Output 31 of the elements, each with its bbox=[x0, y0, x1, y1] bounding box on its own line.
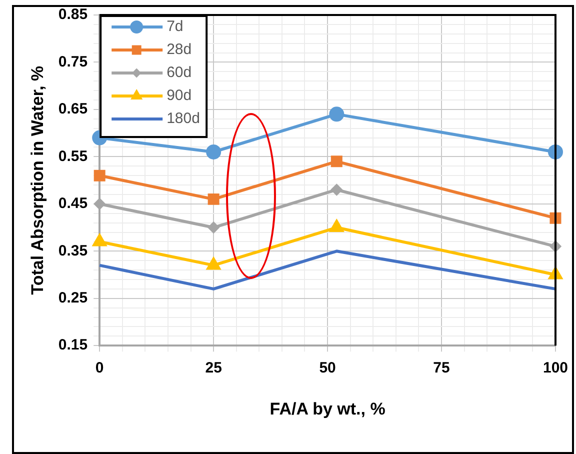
y-tick-label: 0.75 bbox=[58, 53, 88, 70]
point bbox=[206, 258, 220, 270]
y-tick-label: 0.35 bbox=[58, 242, 88, 260]
y-tick-label: 0.55 bbox=[58, 148, 88, 165]
y-tick-label: 0.25 bbox=[58, 290, 88, 307]
legend-label: 7d bbox=[166, 18, 184, 36]
x-tick-label: 0 bbox=[95, 360, 104, 377]
point bbox=[330, 220, 344, 232]
y-tick-label: 0.65 bbox=[58, 100, 88, 118]
legend-label: 180d bbox=[166, 110, 200, 128]
y-tick-label: 0.45 bbox=[58, 195, 88, 212]
point bbox=[208, 222, 220, 234]
point bbox=[94, 198, 106, 210]
x-tick-label: 75 bbox=[433, 360, 450, 377]
x-tick-label: 25 bbox=[205, 360, 222, 377]
x-axis-title: FA/A by wt., % bbox=[270, 399, 386, 418]
y-tick-label: 0.85 bbox=[58, 6, 88, 24]
y-tick-label: 0.15 bbox=[58, 336, 88, 354]
point bbox=[94, 170, 106, 182]
legend-label: 90d bbox=[166, 87, 192, 104]
x-tick-label: 50 bbox=[319, 360, 336, 377]
legend-label: 28d bbox=[166, 41, 192, 58]
point bbox=[330, 156, 342, 168]
point bbox=[329, 106, 344, 122]
legend-label: 60d bbox=[166, 64, 192, 82]
y-axis-title: Total Absorption in Water, % bbox=[28, 66, 47, 295]
point bbox=[331, 184, 342, 196]
point bbox=[92, 234, 106, 246]
x-tick-label: 100 bbox=[542, 360, 568, 377]
point bbox=[206, 144, 222, 160]
point bbox=[208, 193, 220, 205]
